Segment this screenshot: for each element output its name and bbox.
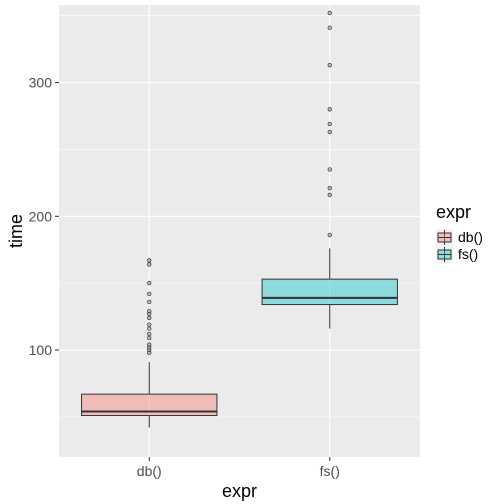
grid-minor [59,15,420,418]
boxes [81,10,398,428]
plot-panel [59,5,420,457]
outlier-point [147,309,152,314]
y-tick-label: 100 [29,342,53,358]
y-tick-label: 200 [29,208,53,224]
outlier-point [147,326,152,331]
outlier-point [147,322,152,327]
outlier-point [147,315,152,321]
outlier-point [327,192,332,198]
legend-title: expr [436,202,471,222]
legend-item: fs() [436,246,478,263]
x-tick-label: fs() [320,463,340,479]
box-db [81,258,218,428]
y-tick-label: 300 [29,75,53,91]
outlier-point [147,291,152,297]
box-fs [261,10,398,329]
outlier-point [327,107,332,112]
outlier-point [327,121,332,127]
outlier-point [147,335,152,341]
outlier-point [147,299,152,305]
outlier-point [327,25,332,30]
x-tick-label: db() [137,463,162,479]
outlier-point [147,281,152,286]
outlier-point [327,167,332,172]
legend-label: fs() [458,246,478,262]
legend-item: db() [436,229,483,246]
x-axis-title: expr [222,481,257,501]
outlier-point [147,331,152,337]
y-axis-title: time [6,214,26,248]
outlier-point [147,342,152,347]
box-iqr [81,393,218,417]
outlier-point [147,262,152,267]
outlier-point [327,10,332,16]
box-iqr [261,278,398,306]
legend-label: db() [458,229,483,245]
outlier-point [147,258,152,263]
outlier-point [327,63,332,68]
y-axis: 100 200 300 [29,75,59,358]
outlier-point [327,186,332,191]
outlier-point [327,232,332,238]
x-axis: db() fs() [137,457,340,479]
outlier-point [327,129,332,135]
legend: expr db()fs() [436,202,483,263]
